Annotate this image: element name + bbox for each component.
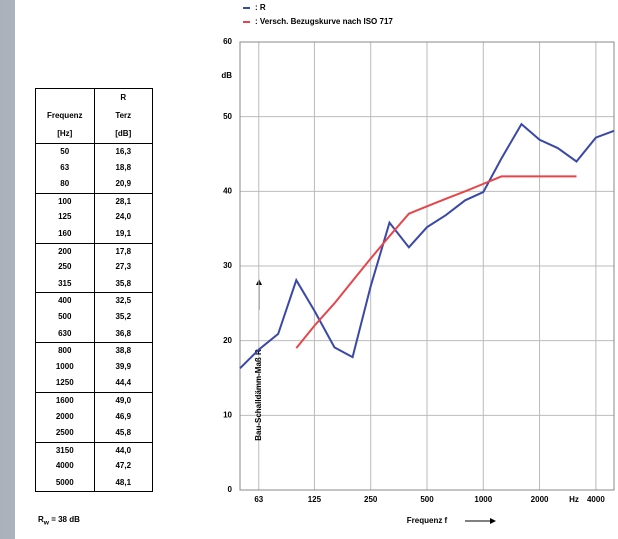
x-unit: Hz [569,495,579,504]
page: R FrequenzTerz [Hz][dB] 5016,36318,88020… [0,0,618,539]
y-axis-label: Bau-Schalldämm-Maß R [254,349,263,441]
x-arrowhead [490,518,496,524]
y-tick-label: 60 [223,37,232,46]
y-tick-label: 0 [228,485,233,494]
x-tick-label: 1000 [474,495,492,504]
x-axis-label: Frequenz f [407,516,448,525]
x-tick-label: 500 [420,495,434,504]
x-tick-label: 250 [364,495,378,504]
series-line [296,176,576,348]
y-tick-label: 50 [223,112,232,121]
y-tick-label: 20 [223,336,232,345]
y-tick-label: 40 [223,186,232,195]
y-tick-label: 30 [223,261,232,270]
chart: 0 10 20 30 40 50 60 63 125 250 500 1000 2000 4000 Hz dB… [0,0,618,539]
legend-label: : Versch. Bezugskurve nach ISO 717 [255,17,393,26]
y-tick-label: 10 [223,410,232,419]
x-tick-label: 125 [308,495,322,504]
x-tick-label: 4000 [587,495,605,504]
legend-label: : R [255,3,266,12]
x-tick-label: 2000 [531,495,549,504]
y-unit: dB [221,71,232,80]
x-tick-label: 63 [254,495,263,504]
